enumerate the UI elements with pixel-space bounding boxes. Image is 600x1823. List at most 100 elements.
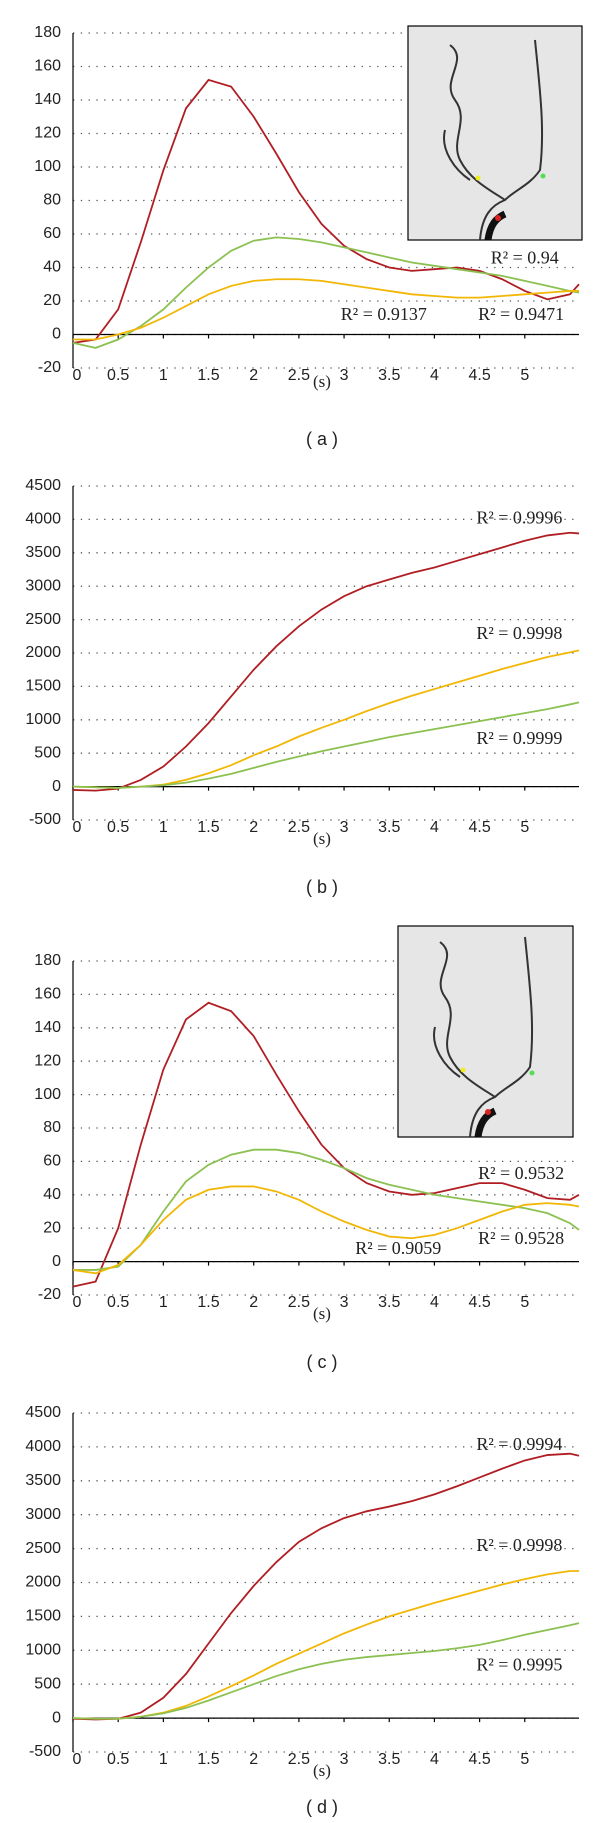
y-tick-label: 0 [52, 1709, 61, 1726]
y-tick-label: 140 [34, 1019, 61, 1036]
inset-marker-green [540, 173, 546, 179]
y-tick-label: 0 [52, 326, 61, 343]
y-tick-label: 2500 [25, 611, 61, 628]
r-squared-label: R² = 0.9998 [476, 623, 562, 643]
y-tick-label: 180 [34, 952, 61, 969]
y-tick-label: 160 [34, 58, 61, 75]
r-squared-label: R² = 0.9999 [476, 728, 562, 748]
y-tick-label: 3500 [25, 544, 61, 561]
y-tick-label: -20 [38, 1286, 61, 1303]
y-tick-label: 100 [34, 1086, 61, 1103]
x-tick-label: 5 [520, 1751, 529, 1768]
series-line [72, 78, 580, 344]
r-squared-label: R² = 0.9994 [476, 1434, 562, 1454]
y-tick-label: 60 [43, 1153, 61, 1170]
y-tick-label: 0 [52, 1253, 61, 1270]
x-tick-label: 0.5 [107, 819, 129, 836]
x-tick-label: 3 [340, 367, 349, 384]
x-tick-label: 1.5 [197, 367, 219, 384]
r-squared-label: R² = 0.9532 [478, 1163, 564, 1183]
x-tick-label: 4.5 [468, 1751, 490, 1768]
inset-artery [474, 1107, 497, 1138]
y-tick-label: -20 [38, 359, 61, 376]
y-tick-label: 1500 [25, 1608, 61, 1625]
y-tick-label: 500 [34, 744, 61, 761]
series-line [72, 236, 580, 349]
x-tick-label: 4.5 [468, 819, 490, 836]
x-tick-label: 0.5 [107, 1294, 129, 1311]
x-axis-label: (s) [313, 1304, 331, 1323]
inset-vessels [433, 936, 534, 1138]
x-tick-label: 4 [430, 1294, 439, 1311]
y-tick-label: 1000 [25, 711, 61, 728]
x-axis-label: (s) [313, 372, 331, 391]
x-tick-label: 4 [430, 819, 439, 836]
x-tick-label: 2.5 [288, 367, 310, 384]
r-squared-label: R² = 0.9998 [476, 1535, 562, 1555]
x-tick-label: 5 [520, 367, 529, 384]
y-tick-label: 180 [34, 24, 61, 41]
x-tick-label: 1 [159, 1294, 168, 1311]
x-tick-label: 4.5 [468, 1294, 490, 1311]
inset-frame [407, 25, 583, 241]
x-axis-label: (s) [313, 1761, 331, 1780]
y-tick-label: 60 [43, 225, 61, 242]
y-tick-label: 120 [34, 1052, 61, 1069]
x-tick-label: 3 [340, 1751, 349, 1768]
x-tick-label: 0.5 [107, 1751, 129, 1768]
series-line [72, 1185, 580, 1275]
y-tick-label: 40 [43, 259, 61, 276]
x-tick-label: 4.5 [468, 367, 490, 384]
series-line [72, 1001, 580, 1288]
x-tick-label: 5 [520, 819, 529, 836]
x-tick-label: 2 [249, 367, 258, 384]
r-squared-label: R² = 0.9137 [341, 304, 427, 324]
x-tick-label: 3.5 [378, 367, 400, 384]
y-tick-label: 3000 [25, 577, 61, 594]
x-tick-label: 4 [430, 1751, 439, 1768]
inset-marker-red [485, 1109, 491, 1115]
y-tick-label: -500 [29, 1743, 61, 1760]
x-tick-label: 5 [520, 1294, 529, 1311]
panel-caption: ( a ) [306, 429, 338, 449]
panel-caption: ( b ) [306, 877, 338, 897]
inset-marker-red [495, 215, 501, 221]
series-line [72, 531, 580, 792]
y-tick-label: 1000 [25, 1642, 61, 1659]
inset-frame [397, 925, 574, 1138]
y-tick-label: 0 [52, 778, 61, 795]
series-line [72, 1622, 580, 1720]
y-tick-label: 4000 [25, 1438, 61, 1455]
x-tick-label: 0.5 [107, 367, 129, 384]
inset-artery [484, 210, 507, 241]
y-tick-label: 4500 [25, 1404, 61, 1421]
x-tick-label: 1.5 [197, 1751, 219, 1768]
x-tick-label: 2 [249, 1294, 258, 1311]
x-tick-label: 3.5 [378, 1294, 400, 1311]
y-tick-label: 160 [34, 986, 61, 1003]
r-squared-label: R² = 0.94 [491, 247, 559, 267]
series-line [72, 1452, 580, 1721]
x-tick-label: 0 [73, 367, 82, 384]
x-tick-label: 0 [73, 1294, 82, 1311]
x-tick-label: 3 [340, 1294, 349, 1311]
series-line [73, 278, 579, 341]
y-tick-label: 100 [34, 158, 61, 175]
y-tick-label: 140 [34, 91, 61, 108]
chart-panel: -500050010001500200025003000350040004500… [25, 477, 580, 897]
y-tick-label: 2000 [25, 1574, 61, 1591]
y-tick-label: 4000 [25, 511, 61, 528]
inset-marker-yellow [475, 175, 481, 181]
y-tick-label: -500 [29, 811, 61, 828]
panel-caption: ( c ) [307, 1352, 338, 1372]
x-tick-label: 3 [340, 819, 349, 836]
inset-marker-yellow [460, 1067, 466, 1073]
chart-panel: -500050010001500200025003000350040004500… [25, 1404, 580, 1817]
y-tick-label: 120 [34, 125, 61, 142]
x-tick-label: 2.5 [288, 819, 310, 836]
x-tick-label: 3.5 [378, 819, 400, 836]
r-squared-label: R² = 0.9996 [476, 508, 562, 528]
x-tick-label: 1 [159, 819, 168, 836]
y-tick-label: 20 [43, 292, 61, 309]
